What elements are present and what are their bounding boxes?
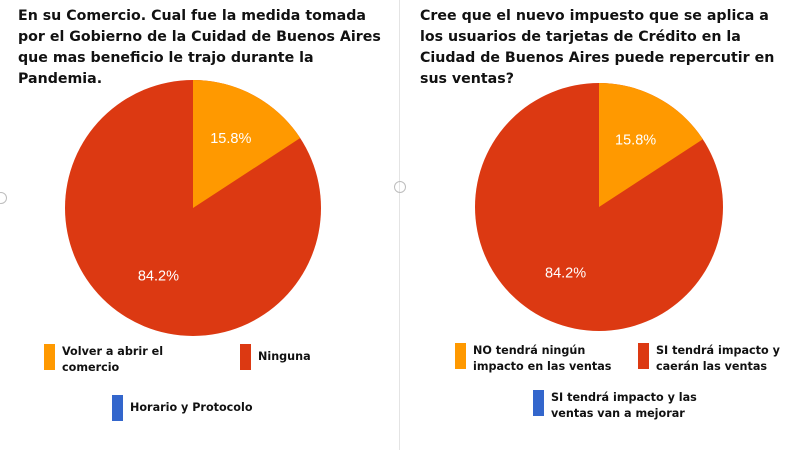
data-label-84-2: 84.2% bbox=[545, 265, 586, 281]
pie-chart: 15.8% 84.2% bbox=[65, 80, 321, 336]
legend-swatch-orange bbox=[455, 343, 466, 369]
legend-label: SI tendrá impacto y las ventas van a mej… bbox=[551, 391, 697, 420]
pie-chart: 15.8% 84.2% bbox=[475, 83, 723, 331]
chart-title: Cree que el nuevo impuesto que se aplica… bbox=[420, 8, 775, 87]
legend-item-si-mejorar: SI tendrá impacto y las ventas van a mej… bbox=[533, 390, 701, 422]
legend-label: Ninguna bbox=[258, 350, 311, 363]
center-edge-circle-icon bbox=[394, 181, 406, 193]
data-label-15-8: 15.8% bbox=[210, 131, 251, 147]
legend-item-si-caeran: SI tendrá impacto y caerán las ventas bbox=[638, 343, 791, 375]
data-label-84-2: 84.2% bbox=[138, 269, 179, 285]
legend-swatch-red bbox=[638, 343, 649, 369]
legend-label: SI tendrá impacto y caerán las ventas bbox=[656, 344, 780, 373]
chart-panel-right: Cree que el nuevo impuesto que se aplica… bbox=[400, 0, 800, 450]
pie-slice-no-impacto bbox=[599, 83, 703, 207]
legend-label: Horario y Protocolo bbox=[130, 401, 253, 414]
legend-item-ninguna: Ninguna bbox=[240, 344, 311, 370]
pie-slice-volver-a-abrir bbox=[193, 80, 301, 208]
chart-panel-left: En su Comercio. Cual fue la medida tomad… bbox=[18, 8, 381, 421]
legend-item-horario: Horario y Protocolo bbox=[112, 395, 253, 421]
legend-swatch-blue bbox=[112, 395, 123, 421]
legend-label: NO tendrá ningún impacto en las ventas bbox=[473, 344, 612, 373]
legend-swatch-orange bbox=[44, 344, 55, 370]
legend-item-no-impacto: NO tendrá ningún impacto en las ventas bbox=[455, 343, 613, 375]
legend-item-volver-a-abrir: Volver a abrir el comercio bbox=[44, 344, 177, 376]
legend-label: Volver a abrir el comercio bbox=[62, 345, 164, 374]
data-label-15-8: 15.8% bbox=[615, 132, 656, 148]
panel-divider bbox=[399, 0, 400, 450]
legend-swatch-blue bbox=[533, 390, 544, 416]
chart-title: En su Comercio. Cual fue la medida tomad… bbox=[18, 8, 381, 87]
legend-swatch-red bbox=[240, 344, 251, 370]
